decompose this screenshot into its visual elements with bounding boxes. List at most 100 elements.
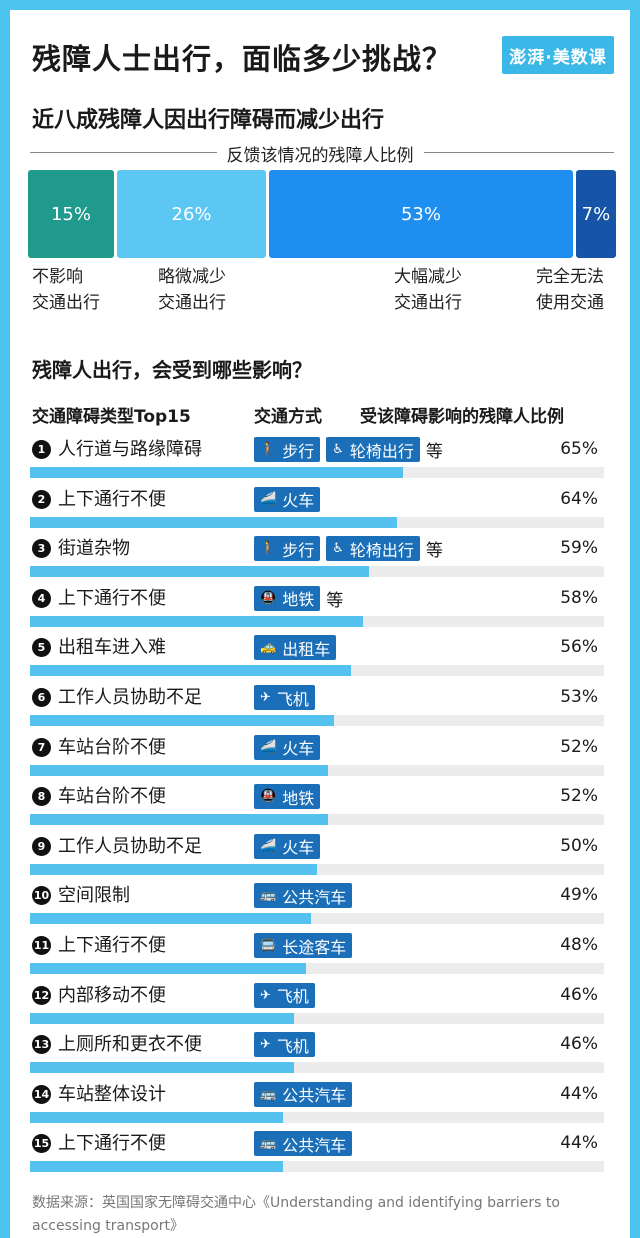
rank-badge: 8: [32, 787, 51, 807]
transport-mode-label: 长途客车: [282, 937, 347, 957]
metro-icon: 🚇: [260, 590, 277, 606]
stack-segment-label-4: 完全无法 使用交通: [536, 264, 604, 316]
bar-track: [30, 1062, 604, 1074]
percent-label: 46%: [560, 1034, 598, 1055]
airplane-icon: ✈: [260, 987, 271, 1003]
column-header-mode: 交通方式: [254, 407, 322, 427]
transport-mode-tag: 🚇 地铁: [254, 585, 321, 611]
stack-segment-1: 15%: [28, 170, 114, 258]
taxi-icon: 🚕: [260, 640, 277, 656]
title-row: 残障人士出行，面临多少挑战？ 澎湃·美数课: [32, 36, 614, 80]
rank-badge: 5: [32, 638, 51, 658]
transport-mode-label: 飞机: [276, 987, 309, 1007]
barrier-row: 4 上下通行不便 🚇 地铁等 58%: [10, 585, 630, 634]
bar-fill: [30, 615, 363, 627]
page-title: 残障人士出行，面临多少挑战？: [32, 42, 453, 76]
column-header-type: 交通障碍类型Top15: [32, 407, 191, 427]
stack-label-line: 交通出行: [32, 293, 100, 313]
rank-badge: 6: [32, 688, 51, 707]
barrier-label: 街道杂物: [58, 538, 130, 560]
barrier-row: 13 上厕所和更衣不便 ✈ 飞机 46%: [10, 1031, 630, 1080]
transport-mode-label: 公共汽车: [282, 887, 347, 907]
transport-mode-tag: ♿ 轮椅出行: [326, 536, 420, 562]
percent-label: 44%: [560, 1083, 598, 1104]
stack-label-line: 大幅减少: [394, 267, 462, 287]
person-walking-icon: 🚶: [260, 541, 277, 557]
etc-label: 等: [425, 442, 443, 462]
transport-mode-tag: 🚄 火车: [254, 486, 321, 512]
barrier-label: 出租车进入难: [58, 637, 166, 659]
percent-label: 52%: [560, 736, 598, 757]
bar-track: [30, 1111, 604, 1123]
percent-label: 46%: [560, 984, 598, 1005]
stack-label-line: 交通出行: [394, 293, 462, 313]
section1-title: 近八成残障人因出行障碍而减少出行: [32, 108, 385, 133]
rank-badge: 14: [32, 1084, 51, 1104]
barrier-row: 8 车站台阶不便 🚇 地铁 52%: [10, 783, 630, 832]
transport-mode-tag: 🚌 公共汽车: [254, 1131, 353, 1157]
bar-track: [30, 963, 604, 974]
rank-badge: 15: [32, 1134, 51, 1154]
bar-fill: [30, 764, 329, 776]
bar-fill: [30, 1111, 283, 1123]
stack-segment-label-2: 略微减少 交通出行: [158, 264, 226, 316]
transport-modes: 🚌 公共汽车: [254, 1081, 358, 1108]
barrier-label: 工作人员协助不足: [58, 835, 202, 857]
stack-segment-value: 53%: [400, 203, 441, 225]
transport-mode-label: 火车: [282, 491, 315, 511]
barrier-label: 内部移动不便: [58, 984, 166, 1006]
bar-track: [30, 516, 604, 528]
infographic-card: 残障人士出行，面临多少挑战？ 澎湃·美数课 近八成残障人因出行障碍而减少出行 反…: [10, 10, 630, 1238]
bar-track: [30, 715, 604, 726]
transport-mode-label: 轮椅出行: [349, 441, 414, 461]
bar-track: [30, 1161, 604, 1173]
barrier-row: 2 上下通行不便 🚄 火车 64%: [10, 486, 630, 535]
rank-badge: 2: [32, 489, 51, 509]
barrier-row: 1 人行道与路缘障碍 🚶 步行 ♿ 轮椅出行等 65%: [10, 436, 630, 485]
transport-mode-label: 火车: [282, 739, 315, 759]
transport-mode-label: 地铁: [282, 788, 315, 808]
transport-mode-tag: 🚌 公共汽车: [254, 883, 353, 909]
rank-badge: 4: [32, 588, 51, 608]
rank-badge: 3: [32, 539, 51, 559]
etc-label: 等: [425, 541, 443, 562]
transport-modes: 🚕 出租车: [254, 634, 342, 661]
transport-modes: 🚇 地铁等: [254, 585, 343, 612]
barrier-label: 上下通行不便: [58, 488, 166, 510]
bar-track: [30, 814, 604, 826]
barrier-label: 上下通行不便: [58, 587, 166, 609]
stack-segment-value: 26%: [171, 203, 212, 225]
train-icon: 🚄: [260, 491, 277, 507]
transport-mode-tag: 🚄 火车: [254, 734, 321, 760]
bus-icon: 🚌: [260, 888, 277, 904]
transport-modes: 🚶 步行 ♿ 轮椅出行等: [254, 535, 443, 562]
stack-segment-2: 26%: [116, 170, 267, 258]
transport-mode-tag: 🚕 出租车: [254, 635, 337, 661]
brand-logo: 澎湃·美数课: [502, 36, 614, 74]
rank-badge: 1: [32, 440, 51, 459]
transport-modes: 🚄 火车: [254, 486, 326, 513]
percent-label: 48%: [560, 935, 598, 955]
rank-badge: 12: [32, 985, 51, 1005]
percent-label: 65%: [560, 439, 598, 459]
transport-mode-label: 出租车: [282, 639, 331, 659]
stack-label-line: 完全无法: [536, 267, 604, 287]
stacked-bar: 15% 26% 53% 7%: [28, 170, 616, 258]
bar-fill: [30, 863, 317, 875]
percent-label: 58%: [560, 587, 598, 608]
bar-fill: [30, 566, 369, 578]
bus-icon: 🚌: [260, 1086, 277, 1102]
transport-mode-label: 步行: [282, 441, 315, 461]
barrier-label: 工作人员协助不足: [58, 687, 202, 708]
transport-modes: 🚌 公共汽车: [254, 1130, 358, 1157]
source-note: 数据来源：英国国家无障碍交通中心《Understanding and ident…: [32, 1195, 560, 1234]
person-walking-icon: 🚶: [260, 442, 277, 457]
stack-label-line: 不影响: [32, 267, 83, 287]
rank-badge: 13: [32, 1035, 51, 1055]
transport-mode-tag: 🚌 公共汽车: [254, 1081, 353, 1107]
bar-fill: [30, 715, 335, 726]
percent-label: 52%: [560, 786, 598, 807]
transport-modes: ✈ 飞机: [254, 684, 321, 711]
barrier-row: 12 内部移动不便 ✈ 飞机 46%: [10, 982, 630, 1031]
bar-fill: [30, 1062, 295, 1074]
